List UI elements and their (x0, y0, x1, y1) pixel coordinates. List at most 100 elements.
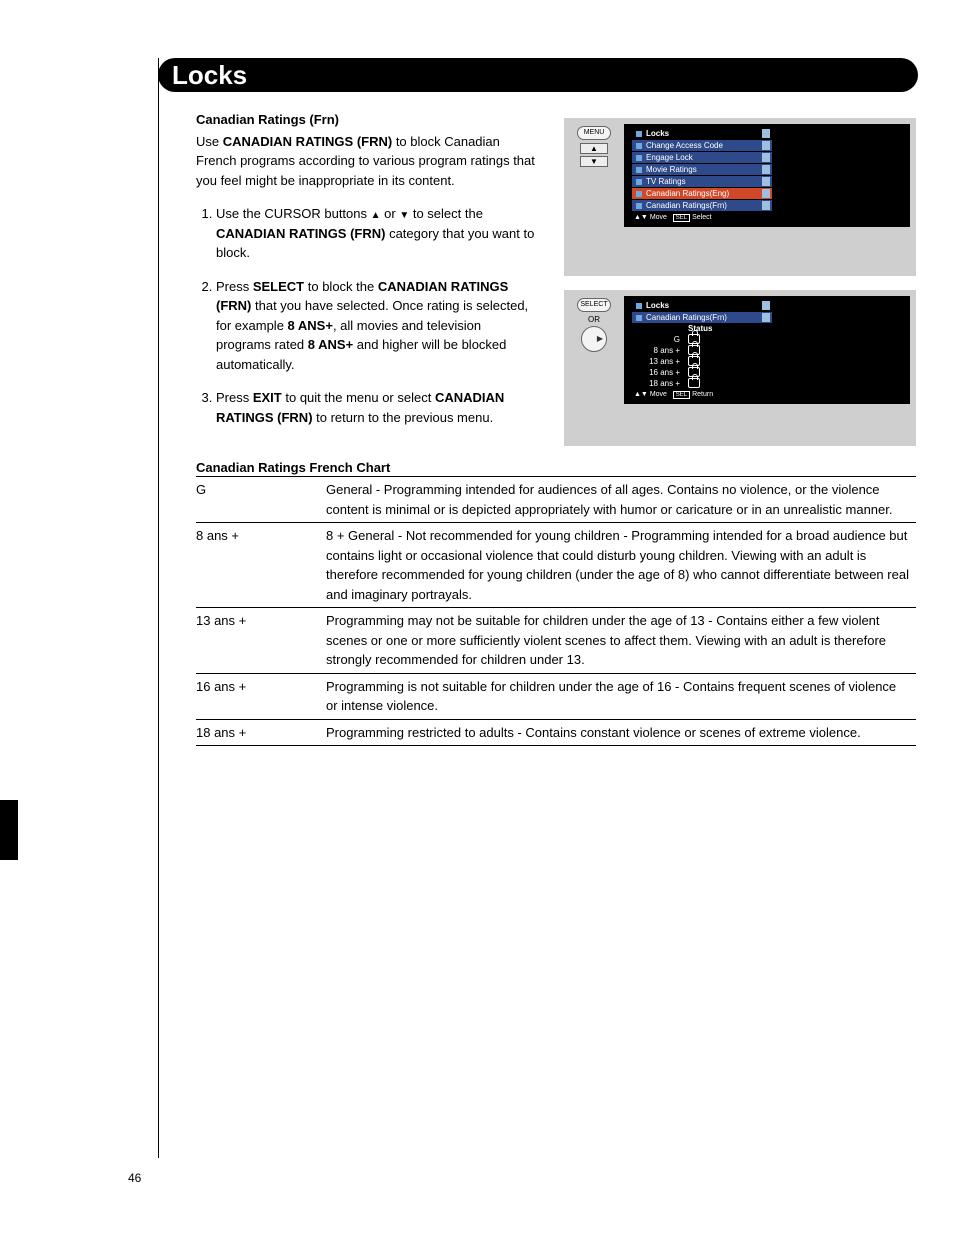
osd-panel-2: SELECT OR Locks Canadian Ratings(Frn) St… (564, 290, 916, 446)
osd1-screen: Locks Change Access Code Engage Lock Movie… (624, 124, 910, 227)
step1-a: Use the CURSOR buttons (216, 206, 371, 221)
row-end-icon (762, 177, 770, 186)
step-2: Press SELECT to block the CANADIAN RATIN… (216, 277, 536, 375)
step1-d: CANADIAN RATINGS (FRN) (216, 226, 385, 241)
osd1-title-row: Locks (632, 128, 772, 139)
up-arrow-icon (371, 206, 381, 221)
row-end-icon (762, 153, 770, 162)
step2-f: 8 ANS+ (288, 318, 333, 333)
side-tab (0, 800, 18, 860)
square-icon (636, 303, 642, 309)
step2-a: Press (216, 279, 253, 294)
steps-list: Use the CURSOR buttons or to select the … (196, 204, 536, 427)
page-header: Locks (158, 58, 918, 92)
sel-badge-icon: SEL (673, 391, 690, 399)
table-row: GGeneral - Programming intended for audi… (196, 477, 916, 523)
rating-desc: 8 + General - Not recommended for young … (326, 523, 916, 608)
osd1-foot-select: Select (692, 214, 711, 221)
remote-down-icon: ▼ (580, 156, 608, 167)
sel-badge-icon: SEL (673, 214, 690, 222)
osd2-foot-move: Move (650, 391, 667, 398)
updown-icon: ▲▼ (634, 214, 648, 221)
step3-a: Press (216, 390, 253, 405)
osd1-item-label: Movie Ratings (646, 165, 697, 174)
step3-b: EXIT (253, 390, 282, 405)
rating-label: 8 ans + (196, 523, 326, 608)
osd2-sub: Canadian Ratings(Frn) (646, 313, 727, 322)
step-1: Use the CURSOR buttons or to select the … (216, 204, 536, 263)
chart-title: Canadian Ratings French Chart (196, 460, 390, 475)
square-icon (636, 203, 642, 209)
osd2-screen: Locks Canadian Ratings(Frn) Status G 8 an… (624, 296, 910, 404)
table-row: 18 ans +Programming restricted to adults… (196, 719, 916, 746)
intro-prefix: Use (196, 134, 223, 149)
vertical-rule (158, 58, 159, 1158)
remote-up-icon: ▲ (580, 143, 608, 154)
menu-button-icon: MENU (577, 126, 611, 140)
rating-desc: General - Programming intended for audie… (326, 477, 916, 523)
osd2-menu: Locks Canadian Ratings(Frn) (632, 300, 772, 323)
osd1-menu-item: TV Ratings (632, 176, 772, 187)
remote-hint-2: SELECT OR (570, 298, 618, 354)
osd2-status-row: 8 ans + (642, 345, 910, 356)
square-icon (636, 143, 642, 149)
rating-label: G (196, 477, 326, 523)
ratings-table: GGeneral - Programming intended for audi… (196, 476, 916, 746)
remote-hint-1: MENU ▲ ▼ (570, 126, 618, 169)
osd2-status-row: G (642, 334, 910, 345)
osd1-menu-item: Change Access Code (632, 140, 772, 151)
osd2-title-row: Locks (632, 300, 772, 311)
row-end-icon (762, 189, 770, 198)
status-label: G (642, 335, 688, 344)
osd1-menu: Locks Change Access Code Engage Lock Movie… (632, 128, 772, 211)
osd1-menu-item: Canadian Ratings(Frn) (632, 200, 772, 211)
osd1-menu-item: Canadian Ratings(Eng) (632, 188, 772, 199)
square-icon (636, 315, 642, 321)
row-end-icon (762, 141, 770, 150)
step1-b: or (381, 206, 400, 221)
row-end-icon (762, 301, 770, 310)
status-label: 16 ans + (642, 368, 688, 377)
lock-icon (688, 378, 700, 388)
status-label: 8 ans + (642, 346, 688, 355)
square-icon (636, 191, 642, 197)
intro-bold: CANADIAN RATINGS (FRN) (223, 134, 392, 149)
square-icon (636, 179, 642, 185)
table-row: 8 ans +8 + General - Not recommended for… (196, 523, 916, 608)
updown-icon: ▲▼ (634, 391, 648, 398)
row-end-icon (762, 201, 770, 210)
rating-label: 13 ans + (196, 608, 326, 674)
rating-desc: Programming is not suitable for children… (326, 673, 916, 719)
remote-or-label: OR (588, 315, 600, 324)
square-icon (636, 155, 642, 161)
status-label: 18 ans + (642, 379, 688, 388)
osd-panel-1: MENU ▲ ▼ Locks Change Access Code Engage … (564, 118, 916, 276)
osd1-item-label: Canadian Ratings(Frn) (646, 201, 727, 210)
step2-h: 8 ANS+ (308, 337, 353, 352)
page-number: 46 (128, 1171, 141, 1185)
osd2-status-row: 13 ans + (642, 356, 910, 367)
step-3: Press EXIT to quit the menu or select CA… (216, 388, 536, 427)
step3-e: to return to the previous menu. (313, 410, 494, 425)
down-arrow-icon (399, 206, 409, 221)
osd2-footer: ▲▼ Move SEL Return (634, 389, 910, 400)
osd1-item-label: Canadian Ratings(Eng) (646, 189, 729, 198)
osd1-item-label: Change Access Code (646, 141, 723, 150)
rating-desc: Programming may not be suitable for chil… (326, 608, 916, 674)
rating-label: 18 ans + (196, 719, 326, 746)
table-row: 13 ans +Programming may not be suitable … (196, 608, 916, 674)
square-icon (636, 167, 642, 173)
row-end-icon (762, 313, 770, 322)
square-icon (636, 131, 642, 137)
step3-c: to quit the menu or select (282, 390, 435, 405)
status-header-row: Status (642, 324, 910, 334)
row-end-icon (762, 129, 770, 138)
osd1-menu-item: Movie Ratings (632, 164, 772, 175)
osd2-title: Locks (646, 301, 669, 310)
osd1-item-label: TV Ratings (646, 177, 686, 186)
table-row: 16 ans +Programming is not suitable for … (196, 673, 916, 719)
osd1-item-label: Engage Lock (646, 153, 693, 162)
osd1-menu-item: Engage Lock (632, 152, 772, 163)
intro-paragraph: Use CANADIAN RATINGS (FRN) to block Cana… (196, 132, 536, 191)
osd2-status-row: 16 ans + (642, 367, 910, 378)
